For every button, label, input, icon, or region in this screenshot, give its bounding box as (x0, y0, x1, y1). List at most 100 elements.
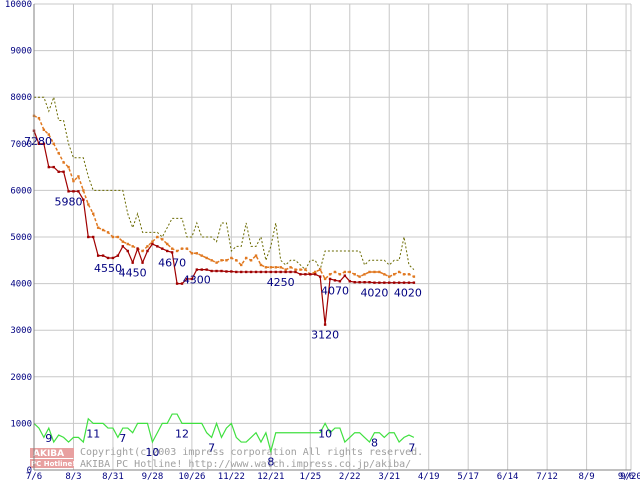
data-label: 8 (371, 437, 378, 450)
x-tick-label: 1/25 (299, 472, 321, 480)
data-point-min (299, 273, 302, 276)
data-point-min (151, 242, 154, 246)
data-point-avg (244, 256, 248, 260)
series-line-min (33, 130, 414, 325)
x-tick-label: 7/12 (536, 472, 558, 480)
data-label: 8 (267, 455, 274, 468)
data-point-min (318, 275, 322, 278)
data-point-min (269, 270, 273, 274)
data-label: 7 (119, 432, 126, 445)
data-point-avg (284, 268, 287, 271)
data-point-avg (175, 249, 179, 253)
x-tick-label: 9/6 (618, 472, 634, 480)
series-line-max (34, 95, 415, 271)
data-point-min (363, 281, 366, 284)
data-point-avg (131, 245, 134, 248)
data-point-avg (146, 245, 149, 248)
data-point-min (407, 281, 411, 284)
grid-layer (33, 3, 632, 471)
data-point-avg (87, 203, 90, 206)
x-tick-label: 8/31 (102, 472, 124, 480)
data-point-avg (156, 235, 159, 239)
data-point-avg (323, 277, 327, 281)
data-point-avg (106, 231, 110, 234)
data-point-min (195, 268, 199, 271)
x-tick-label: 4/19 (418, 472, 440, 480)
data-point-min (338, 280, 342, 283)
data-point-min (353, 281, 356, 284)
data-point-min (205, 268, 208, 271)
data-point-min (378, 281, 381, 284)
x-tick-label: 11/22 (218, 472, 245, 480)
x-tick-label: 10/26 (178, 472, 205, 480)
data-label: 4670 (158, 256, 186, 269)
watermark: Copyright(c)2003 impress corporation All… (80, 447, 423, 470)
data-point-avg (170, 247, 174, 250)
data-point-avg (333, 270, 337, 274)
data-point-min (62, 170, 65, 173)
data-point-avg (328, 273, 332, 276)
data-point-avg (294, 268, 297, 271)
data-label: 7 (408, 441, 415, 454)
x-tick-label: 8/9 (578, 472, 594, 480)
data-label: 12 (175, 427, 189, 440)
y-tick-label: 1000 (10, 419, 32, 429)
y-tick-label: 4000 (10, 280, 32, 290)
data-point-min (67, 190, 70, 193)
data-point-avg (151, 240, 154, 243)
data-point-min (77, 190, 80, 193)
data-point-min (82, 198, 85, 201)
data-point-min (185, 277, 189, 281)
x-tick-label: 12/21 (257, 472, 284, 480)
data-point-avg (358, 275, 361, 278)
data-point-avg (62, 161, 65, 164)
data-point-avg (72, 179, 75, 183)
data-point-min (368, 281, 371, 284)
data-point-avg (52, 142, 55, 145)
x-tick-label: 8/3 (65, 472, 81, 480)
y-tick-label: 7000 (10, 140, 32, 150)
akiba-logo: AKIBA PC Hotline! (30, 448, 75, 468)
data-point-avg (210, 259, 213, 262)
data-label: 4020 (394, 287, 422, 300)
y-tick-label: 3000 (10, 326, 32, 336)
data-label: 11 (86, 427, 100, 440)
data-point-min (136, 247, 139, 250)
data-point-avg (254, 254, 258, 257)
data-point-avg (220, 259, 223, 262)
data-point-min (230, 270, 233, 273)
data-label: 4250 (267, 276, 295, 289)
data-point-avg (383, 273, 386, 276)
data-point-min (304, 273, 307, 276)
data-point-avg (96, 226, 100, 229)
data-point-min (175, 282, 179, 285)
data-point-min (96, 254, 100, 257)
data-point-avg (121, 240, 125, 243)
data-point-avg (47, 133, 51, 136)
data-point-min (225, 270, 228, 273)
logo-line2: PC Hotline! (31, 460, 75, 468)
data-point-avg (279, 266, 282, 269)
data-label: 10 (318, 427, 332, 440)
data-label: 4070 (321, 284, 349, 297)
data-point-min (116, 254, 120, 257)
data-point-min (37, 142, 41, 145)
data-point-min (42, 142, 46, 145)
data-point-min (373, 281, 376, 284)
data-point-min (166, 249, 169, 253)
data-point-min (244, 270, 248, 274)
data-point-min (131, 261, 134, 264)
data-point-min (52, 165, 55, 169)
data-point-avg (141, 249, 144, 253)
data-point-min (397, 281, 401, 284)
data-point-avg (240, 263, 243, 267)
data-point-min (111, 256, 115, 260)
data-point-avg (348, 270, 351, 274)
data-point-avg (407, 273, 411, 276)
y-tick-label: 9000 (10, 47, 32, 57)
data-point-avg (215, 261, 218, 264)
data-label: 3120 (311, 329, 339, 342)
data-point-min (235, 270, 238, 274)
